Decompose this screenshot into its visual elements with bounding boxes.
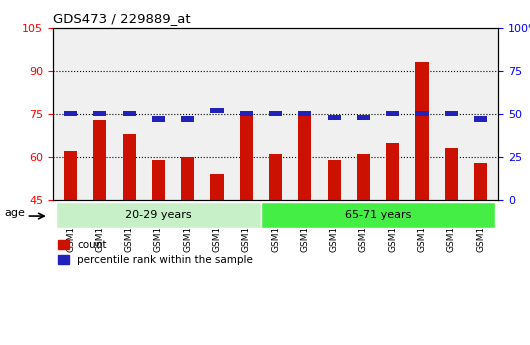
Bar [269, 154, 282, 200]
Bar [474, 117, 487, 122]
Bar [386, 111, 399, 117]
Text: 20-29 years: 20-29 years [125, 210, 192, 220]
Bar [445, 148, 458, 200]
Bar [210, 108, 224, 113]
Bar [416, 111, 429, 117]
Bar [152, 160, 165, 200]
Bar [56, 202, 261, 228]
Bar [64, 111, 77, 117]
Bar [416, 62, 429, 200]
Bar [240, 111, 253, 200]
Text: age: age [4, 208, 25, 218]
Bar [298, 111, 312, 117]
Bar [357, 154, 370, 200]
Bar [64, 151, 77, 200]
Bar [240, 111, 253, 117]
Bar [93, 120, 107, 200]
Bar [122, 134, 136, 200]
Bar [445, 111, 458, 117]
Bar [152, 117, 165, 122]
Bar [269, 111, 282, 117]
Bar [181, 117, 195, 122]
Bar [328, 160, 341, 200]
Bar [261, 202, 495, 228]
Bar [474, 163, 487, 200]
Bar [210, 174, 224, 200]
Bar [122, 111, 136, 117]
Text: 65-71 years: 65-71 years [345, 210, 411, 220]
Bar [93, 111, 107, 117]
Text: GDS473 / 229889_at: GDS473 / 229889_at [53, 12, 191, 25]
Legend: count, percentile rank within the sample: count, percentile rank within the sample [58, 240, 253, 265]
Bar [386, 142, 399, 200]
Bar [357, 115, 370, 120]
Bar [328, 115, 341, 120]
Bar [298, 114, 312, 200]
Bar [181, 157, 195, 200]
